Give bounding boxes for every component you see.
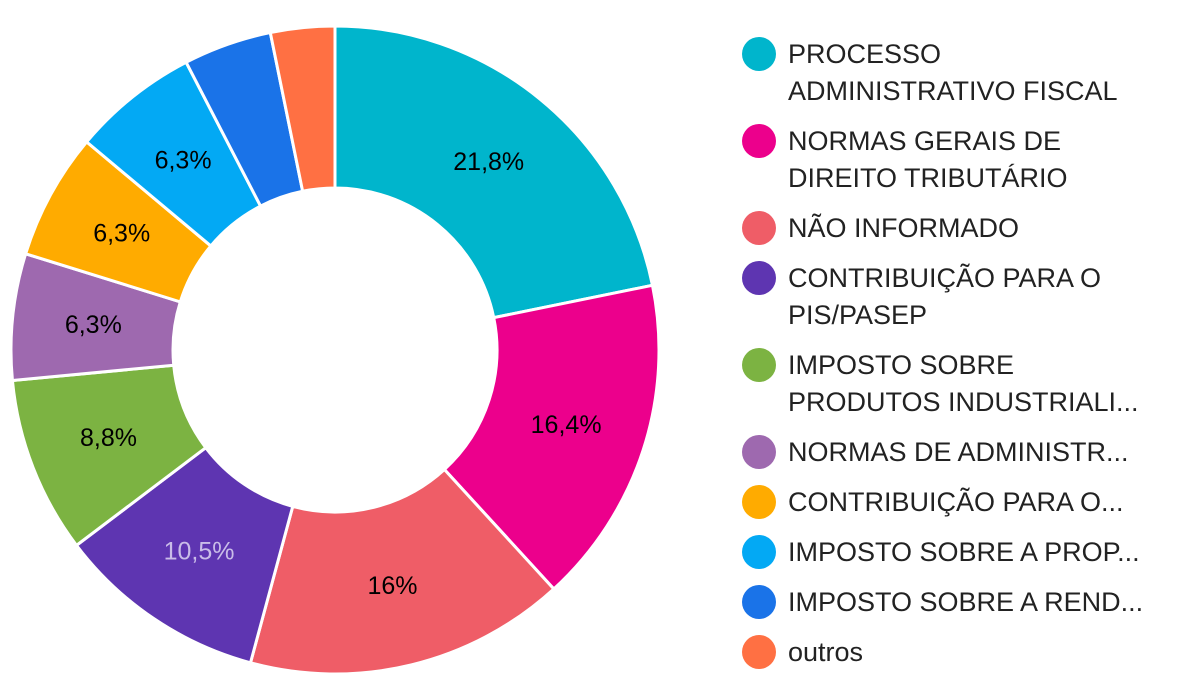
legend-swatch-icon — [742, 535, 776, 569]
legend-label: IMPOSTO SOBRE PRODUTOS INDUSTRIALI... — [788, 350, 1139, 417]
legend-swatch-icon — [742, 348, 776, 382]
legend-entry-9[interactable]: outros — [742, 634, 1192, 671]
slice-data-label-6: 6,3% — [93, 220, 150, 248]
donut-slice-9[interactable] — [268, 24, 337, 194]
legend-label: IMPOSTO SOBRE A PROP... — [788, 537, 1140, 567]
legend-swatch-icon — [742, 435, 776, 469]
legend-label: outros — [788, 637, 864, 667]
legend-entry-3[interactable]: CONTRIBUIÇÃO PARA O PIS/PASEP — [742, 260, 1192, 334]
legend-entry-6[interactable]: CONTRIBUIÇÃO PARA O... — [742, 484, 1192, 521]
legend-entry-1[interactable]: NORMAS GERAIS DE DIREITO TRIBUTÁRIO — [742, 123, 1192, 197]
legend-swatch-icon — [742, 37, 776, 71]
donut-slice-0[interactable] — [333, 24, 655, 320]
legend-label: NÃO INFORMADO — [788, 213, 1020, 243]
slice-data-label-1: 16,4% — [531, 411, 602, 439]
legend-swatch-icon — [742, 485, 776, 519]
legend-swatch-icon — [742, 585, 776, 619]
legend-swatch-icon — [742, 635, 776, 669]
slice-data-label-7: 6,3% — [155, 146, 212, 174]
slice-data-label-3: 10,5% — [164, 537, 235, 565]
legend-label: CONTRIBUIÇÃO PARA O PIS/PASEP — [788, 263, 1102, 330]
legend-label: NORMAS GERAIS DE DIREITO TRIBUTÁRIO — [788, 126, 1068, 193]
slice-data-label-2: 16% — [367, 572, 417, 600]
legend-label: NORMAS DE ADMINISTR... — [788, 437, 1129, 467]
donut-slice-1[interactable] — [442, 283, 661, 592]
legend-label: PROCESSO ADMINISTRATIVO FISCAL — [788, 39, 1118, 106]
legend-swatch-icon — [742, 261, 776, 295]
legend-entry-7[interactable]: IMPOSTO SOBRE A PROP... — [742, 534, 1192, 571]
legend-entry-2[interactable]: NÃO INFORMADO — [742, 210, 1192, 247]
legend-entry-8[interactable]: IMPOSTO SOBRE A REND... — [742, 584, 1192, 621]
donut-chart-svg: 21,8% 16,4% 16% 10,5% 8,8% 6,3% 6,3% 6,3% — [9, 24, 661, 676]
legend-label: IMPOSTO SOBRE A REND... — [788, 587, 1144, 617]
donut-chart: 21,8% 16,4% 16% 10,5% 8,8% 6,3% 6,3% 6,3% — [9, 24, 661, 676]
legend: PROCESSO ADMINISTRATIVO FISCAL NORMAS GER… — [742, 36, 1192, 684]
slice-data-label-4: 8,8% — [80, 424, 137, 452]
legend-entry-4[interactable]: IMPOSTO SOBRE PRODUTOS INDUSTRIALI... — [742, 347, 1192, 421]
legend-entry-5[interactable]: NORMAS DE ADMINISTR... — [742, 434, 1192, 471]
legend-entry-0[interactable]: PROCESSO ADMINISTRATIVO FISCAL — [742, 36, 1192, 110]
legend-label: CONTRIBUIÇÃO PARA O... — [788, 487, 1124, 517]
legend-swatch-icon — [742, 124, 776, 158]
slice-data-label-5: 6,3% — [65, 311, 122, 339]
slice-data-label-0: 21,8% — [453, 148, 524, 176]
legend-swatch-icon — [742, 211, 776, 245]
donut-slice-2[interactable] — [248, 467, 556, 676]
